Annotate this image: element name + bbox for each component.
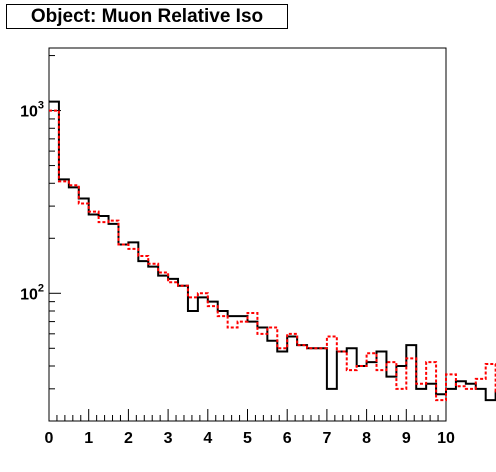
y-tick-label: 102 (20, 282, 44, 303)
x-tick-label: 4 (203, 430, 212, 447)
x-tick-label: 3 (164, 430, 173, 447)
x-tick-label: 7 (322, 430, 331, 447)
x-tick-label: 8 (362, 430, 371, 447)
x-tick-label: 5 (243, 430, 252, 447)
x-tick-label: 6 (283, 430, 292, 447)
x-tick-label: 1 (84, 430, 93, 447)
x-tick-label: 2 (124, 430, 133, 447)
histogram-dashed (49, 109, 496, 402)
y-tick-label: 103 (20, 100, 44, 121)
chart-title: Object: Muon Relative Iso (6, 4, 288, 29)
x-tick-label: 10 (437, 430, 455, 447)
x-tick-label: 0 (45, 430, 54, 447)
histogram-solid (49, 100, 496, 402)
x-tick-label: 9 (402, 430, 411, 447)
